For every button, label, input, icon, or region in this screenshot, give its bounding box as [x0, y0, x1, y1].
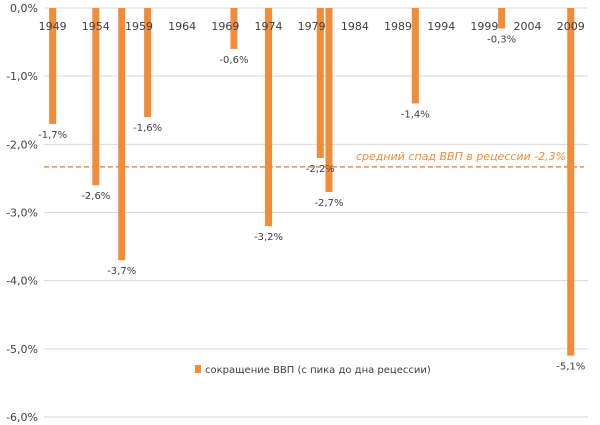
bar	[316, 8, 324, 158]
data-label: -1,4%	[401, 109, 430, 120]
bar	[498, 8, 506, 29]
x-tick-label: 2004	[514, 20, 542, 33]
bar	[325, 8, 333, 193]
legend-label: сокращение ВВП (с пика до дна рецессии)	[205, 365, 431, 376]
data-label: -5,1%	[556, 362, 585, 373]
bar	[144, 8, 152, 118]
data-label: -2,6%	[81, 191, 110, 202]
x-tick-label: 1974	[255, 20, 283, 33]
bars	[49, 8, 575, 356]
y-axis-labels: 0,0% -1,0% -2,0% -3,0% -4,0% -5,0% -6,0%	[6, 2, 38, 424]
x-tick-label: 1994	[427, 20, 455, 33]
data-label: -2,7%	[314, 198, 343, 209]
bar	[49, 8, 57, 124]
data-label: -0,3%	[487, 34, 516, 45]
bar	[118, 8, 126, 261]
bar	[230, 8, 238, 49]
x-tick-label: 1979	[298, 20, 326, 33]
x-tick-label: 1949	[39, 20, 67, 33]
legend-swatch	[195, 365, 201, 373]
x-tick-label: 2009	[557, 20, 585, 33]
y-tick-label: -2,0%	[6, 138, 38, 151]
x-tick-label: 1959	[125, 20, 153, 33]
bar	[567, 8, 575, 356]
data-label: -0,6%	[219, 55, 248, 66]
y-tick-label: -4,0%	[6, 275, 38, 288]
x-tick-label: 1964	[168, 20, 196, 33]
data-label: -3,2%	[254, 232, 283, 243]
x-tick-label: 1954	[82, 20, 110, 33]
y-tick-label: -5,0%	[6, 343, 38, 356]
bar	[92, 8, 100, 186]
y-tick-label: -3,0%	[6, 207, 38, 220]
y-tick-label: -1,0%	[6, 70, 38, 83]
data-label: -2,2%	[306, 164, 335, 175]
x-tick-label: 1999	[470, 20, 498, 33]
bar	[411, 8, 419, 104]
data-label: -3,7%	[107, 266, 136, 277]
data-label: -1,7%	[38, 130, 67, 141]
average-line-group: средний спад ВВП в рецессии -2,3%	[44, 150, 584, 168]
x-tick-label: 1989	[384, 20, 412, 33]
gridlines	[44, 7, 588, 418]
average-label: средний спад ВВП в рецессии -2,3%	[356, 150, 566, 163]
y-tick-label: 0,0%	[10, 2, 38, 15]
x-axis-labels: 1949 1954 1959 1964 1969 1974 1979 1984 1989 1994…	[39, 20, 585, 33]
x-tick-label: 1969	[211, 20, 239, 33]
y-tick-label: -6,0%	[6, 411, 38, 424]
bar	[265, 8, 273, 227]
legend: сокращение ВВП (с пика до дна рецессии)	[195, 365, 431, 376]
data-labels: -1,7% -2,6% -3,7% -1,6% -0,6% -3,2% -2,2% -2,7%…	[38, 34, 585, 372]
x-tick-label: 1984	[341, 20, 369, 33]
data-label: -1,6%	[133, 123, 162, 134]
